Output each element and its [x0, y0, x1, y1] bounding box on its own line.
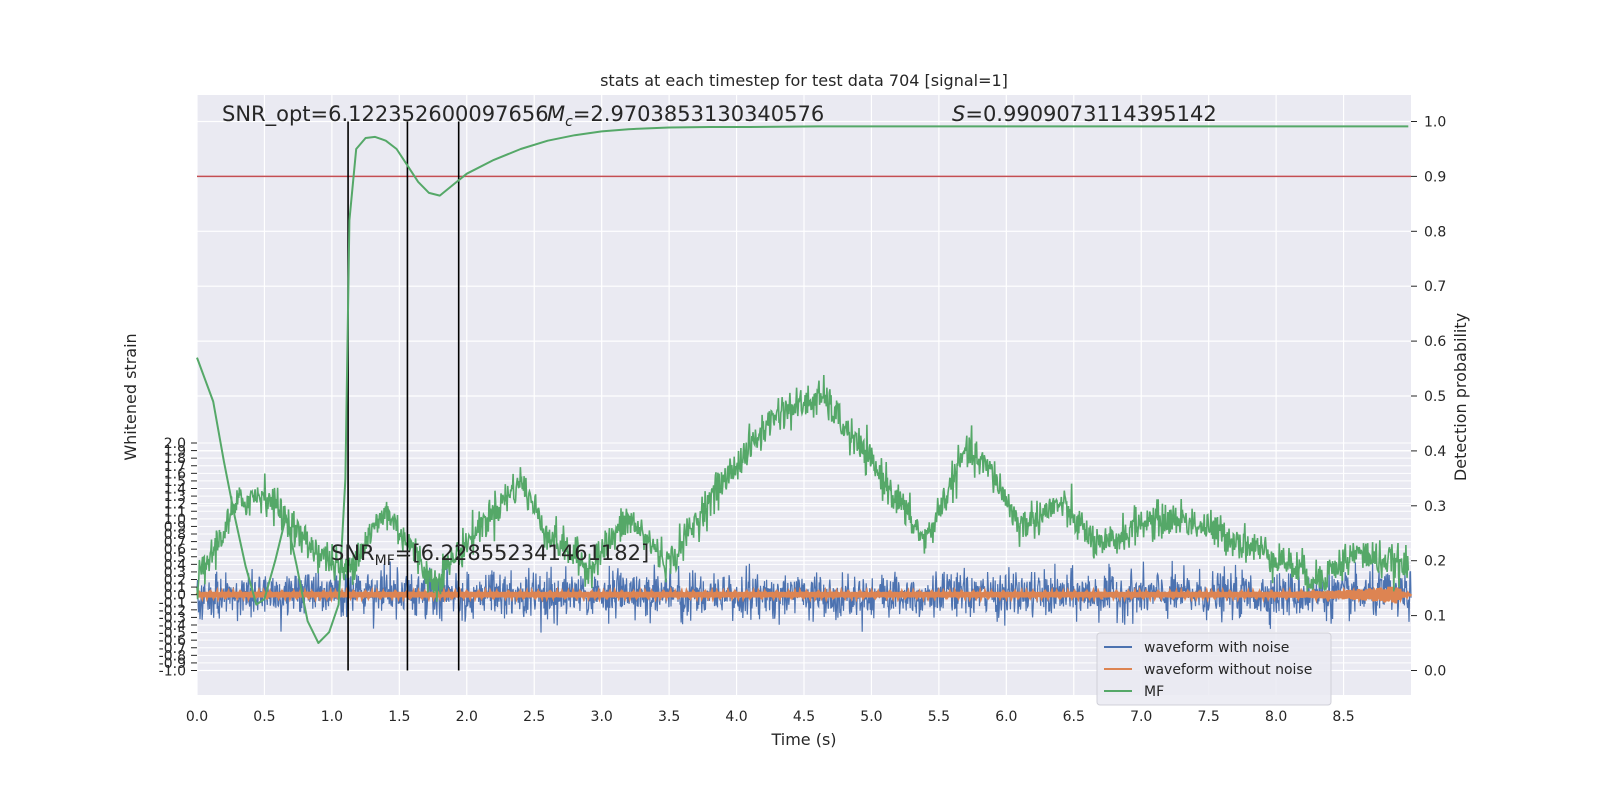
series-waveform-without-noise: [195, 586, 1413, 604]
x-tick-label: 7.0: [1130, 709, 1152, 725]
x-tick-label: 5.5: [928, 709, 950, 725]
left-tick-label: 0.6: [164, 542, 186, 558]
x-axis-ticks: 0.0 0.5 1.0 1.5 2.0 2.5 3.0 3.5 4.0 4.5 5.0 5.5 6.0 6…: [186, 709, 1355, 725]
x-tick-label: 3.5: [658, 709, 680, 725]
x-tick-label: 2.5: [523, 709, 545, 725]
left-tick-label: 1.4: [164, 482, 186, 498]
right-tick-label: 0.7: [1424, 279, 1446, 295]
left-tick-label: 0.5: [164, 550, 186, 566]
left-tick-label: 0.3: [164, 565, 186, 581]
vertical-markers: [347, 121, 460, 671]
left-tick-label: -0.6: [159, 633, 186, 649]
right-axis-label: Detection probability: [1451, 313, 1470, 481]
left-tick-label: 1.1: [164, 504, 186, 520]
x-tick-label: 5.0: [860, 709, 882, 725]
left-tick-label: 1.9: [164, 444, 186, 460]
left-tick-label: -1.0: [159, 664, 186, 680]
right-tick-label: 0.5: [1424, 389, 1446, 405]
series-mf-strain: [196, 374, 1410, 602]
left-tick-label: 2.0: [164, 436, 186, 452]
annotation-score: S=0.9909073114395142: [952, 102, 1217, 126]
left-tick-label: -0.7: [159, 641, 186, 657]
x-axis-label: Time (s): [770, 730, 836, 749]
left-tick-label: -0.2: [159, 603, 186, 619]
left-tick-label: 1.0: [164, 512, 186, 528]
x-tick-label: 8.5: [1332, 709, 1354, 725]
left-axis-label: Whitened strain: [121, 333, 140, 460]
right-axis-ticks: 0.0 0.1 0.2 0.3 0.4 0.5 0.6 0.7 0.8 0.9 1.0: [1411, 115, 1446, 680]
series-mf-probability: [196, 125, 1409, 644]
right-tick-label: 0.8: [1424, 224, 1446, 240]
x-tick-label: 7.5: [1198, 709, 1220, 725]
x-tick-label: 4.0: [725, 709, 747, 725]
left-tick-label: 1.7: [164, 459, 186, 475]
left-tick-label: 1.6: [164, 466, 186, 482]
left-tick-label: 1.3: [164, 489, 186, 505]
annotation-snr-opt: SNR_opt=6.122352600097656: [222, 102, 549, 127]
line-mf-probability: [196, 125, 1409, 644]
x-tick-label: 2.0: [456, 709, 478, 725]
x-tick-label: 6.0: [995, 709, 1017, 725]
left-tick-label: -0.4: [159, 618, 186, 634]
left-tick-label: 1.5: [164, 474, 186, 490]
left-tick-label: 1.8: [164, 451, 186, 467]
x-tick-label: 0.5: [253, 709, 275, 725]
left-tick-label: 0.9: [164, 519, 186, 535]
left-tick-label: 0.2: [164, 573, 186, 589]
right-tick-label: 1.0: [1424, 115, 1446, 131]
legend-box: [1096, 632, 1332, 706]
left-tick-label: 0.7: [164, 535, 186, 551]
right-tick-label: 0.0: [1424, 664, 1446, 680]
x-tick-label: 8.0: [1265, 709, 1287, 725]
right-tick-label: 0.4: [1424, 444, 1446, 460]
right-tick-label: 0.1: [1424, 609, 1446, 625]
legend-label-mf: MF: [1144, 684, 1164, 700]
x-tick-label: 1.5: [388, 709, 410, 725]
left-tick-label: -0.1: [159, 595, 186, 611]
left-tick-label: -0.3: [159, 610, 186, 626]
left-tick-label: 0.0: [164, 588, 186, 604]
left-tick-label: 0.4: [164, 557, 186, 573]
legend-label-noise: waveform with noise: [1144, 640, 1289, 656]
chart-title: stats at each timestep for test data 704…: [600, 71, 1008, 90]
left-tick-label: 1.2: [164, 497, 186, 513]
legend: waveform with noise waveform without noi…: [1096, 632, 1332, 706]
left-tick-label: -0.8: [159, 648, 186, 664]
right-tick-label: 0.6: [1424, 334, 1446, 350]
left-tick-label: 0.8: [164, 527, 186, 543]
left-tick-label: -0.9: [159, 656, 186, 672]
annotation-snr-mf: SNRMF=[6.228552341461182]: [331, 541, 649, 569]
left-tick-label: 0.1: [164, 580, 186, 596]
x-tick-label: 4.5: [793, 709, 815, 725]
x-tick-label: 0.0: [186, 709, 208, 725]
x-tick-label: 6.5: [1063, 709, 1085, 725]
x-tick-label: 1.0: [321, 709, 343, 725]
left-tick-label: -0.5: [159, 626, 186, 642]
x-tick-label: 3.0: [591, 709, 613, 725]
line-waveform-without-noise: [195, 586, 1413, 604]
left-axis-ticks: -1.0-0.9-0.8-0.7-0.6-0.5-0.4-0.3-0.2-0.1…: [159, 436, 197, 680]
right-tick-label: 0.2: [1424, 554, 1446, 570]
legend-label-clean: waveform without noise: [1144, 662, 1312, 678]
right-tick-label: 0.3: [1424, 499, 1446, 515]
line-mf-strain: [196, 374, 1410, 602]
annotation-chirp-mass: Mc=2.9703853130340576: [547, 102, 824, 130]
right-tick-label: 0.9: [1424, 169, 1446, 185]
